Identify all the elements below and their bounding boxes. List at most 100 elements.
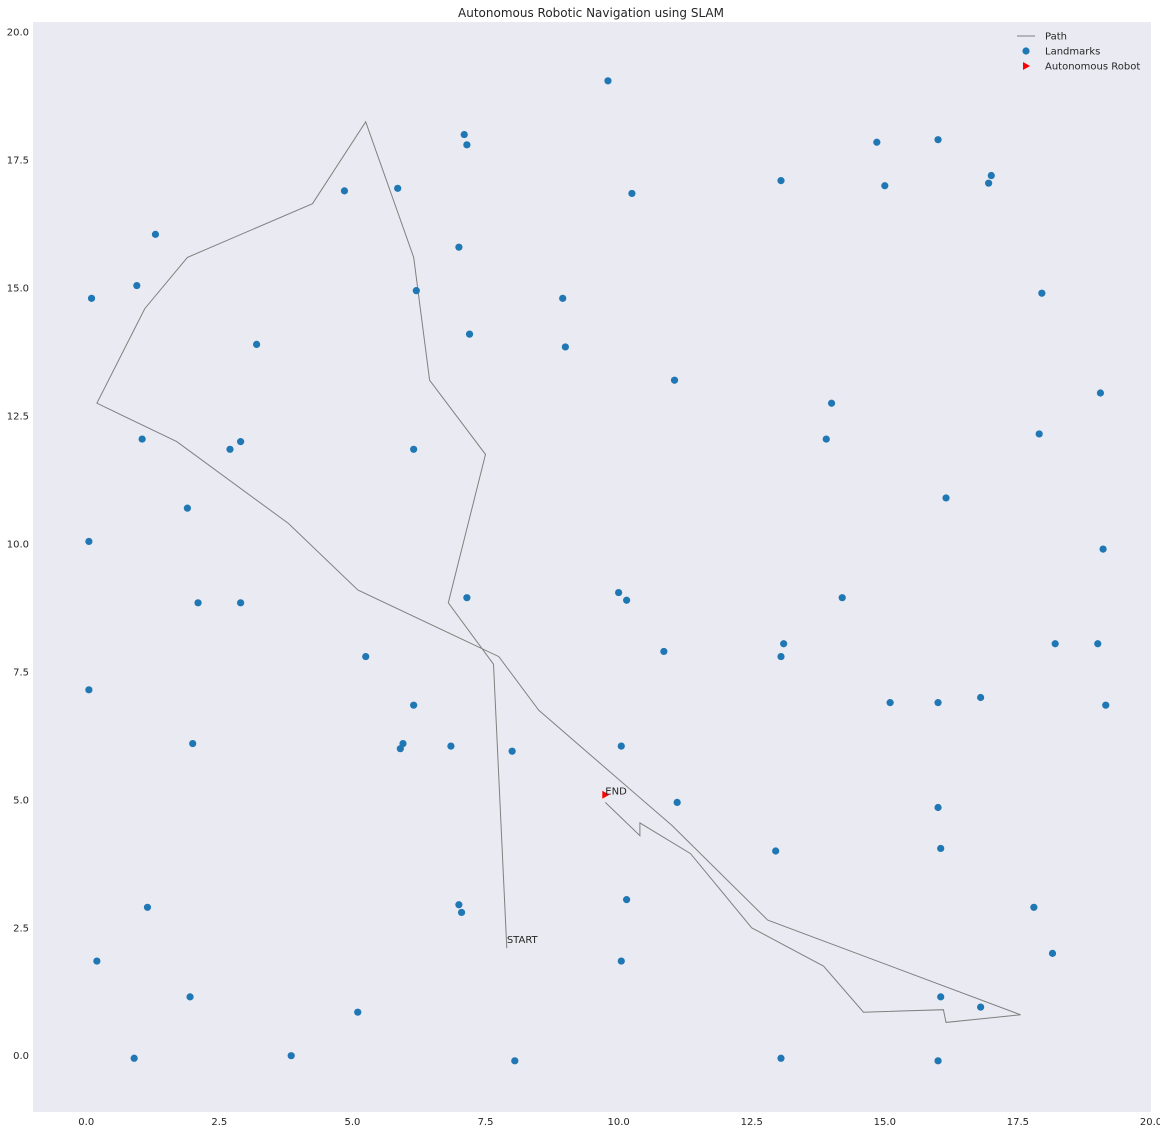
- landmark-point: [183, 504, 191, 512]
- y-tick-label: 12.5: [7, 412, 29, 423]
- landmark-point: [85, 686, 93, 694]
- y-tick-label: 2.5: [13, 923, 29, 934]
- landmark-point: [1038, 289, 1046, 297]
- x-tick-label: 7.5: [478, 1117, 494, 1128]
- landmark-point: [138, 435, 146, 443]
- landmark-point: [1096, 389, 1105, 397]
- landmark-point: [934, 1057, 942, 1065]
- landmark-point: [237, 438, 245, 446]
- landmark-point: [186, 993, 194, 1001]
- path-line: [96, 120, 1021, 1023]
- landmark-point: [226, 445, 234, 453]
- landmark-point: [559, 294, 567, 302]
- annotation-end: END: [605, 787, 627, 798]
- landmark-point: [130, 1054, 138, 1062]
- landmark-point: [628, 189, 636, 198]
- landmark-point: [340, 187, 349, 195]
- landmark-point: [937, 844, 945, 853]
- landmark-point: [447, 742, 455, 750]
- landmark-point: [394, 184, 402, 192]
- landmark-point: [189, 739, 197, 748]
- landmark-point: [455, 243, 463, 251]
- landmark-point: [93, 957, 101, 965]
- landmark-point: [934, 699, 942, 707]
- legend-label: Path: [1045, 32, 1067, 43]
- landmark-point: [615, 588, 623, 597]
- landmark-point: [85, 537, 93, 546]
- annotations: START END: [507, 787, 627, 946]
- landmark-point: [937, 993, 945, 1001]
- landmark-point: [873, 138, 881, 146]
- legend-swatch-robot: [1023, 62, 1030, 70]
- landmark-point: [1048, 949, 1057, 957]
- x-tick-label: 20.0: [1140, 1117, 1160, 1128]
- landmark-point: [412, 287, 420, 295]
- x-tick-label: 2.5: [211, 1117, 227, 1128]
- landmark-point: [508, 747, 516, 755]
- landmark-point: [463, 141, 471, 149]
- landmark-point: [457, 908, 466, 917]
- landmark-point: [934, 136, 942, 144]
- robot-marker: [602, 790, 610, 799]
- landmark-point: [673, 798, 681, 806]
- landmark-point: [934, 803, 942, 812]
- chart-title: Autonomous Robotic Navigation using SLAM: [458, 6, 724, 20]
- landmark-point: [617, 742, 625, 750]
- landmark-point: [410, 445, 418, 453]
- landmark-point: [1094, 640, 1102, 648]
- landmark-point: [362, 652, 370, 661]
- x-tick-label: 0.0: [78, 1117, 94, 1128]
- landmark-point: [354, 1008, 362, 1016]
- x-tick-label: 10.0: [607, 1117, 629, 1128]
- y-tick-label: 20.0: [7, 28, 29, 39]
- landmark-point: [465, 330, 474, 338]
- landmark-point: [1030, 903, 1038, 911]
- landmark-point: [455, 901, 463, 909]
- y-tick-label: 15.0: [7, 284, 29, 295]
- landmark-point: [561, 343, 569, 351]
- landmark-point: [194, 599, 202, 607]
- landmark-point: [151, 230, 160, 238]
- landmark-point: [777, 1054, 785, 1062]
- landmark-point: [623, 596, 631, 604]
- landmark-point: [604, 77, 612, 85]
- landmark-point: [623, 896, 631, 904]
- legend-swatch-landmarks: [1022, 47, 1030, 55]
- landmark-point: [87, 294, 96, 302]
- landmark-point: [460, 130, 468, 139]
- landmark-point: [660, 647, 668, 656]
- path-series: [96, 120, 1021, 1023]
- landmark-point: [772, 847, 780, 855]
- landmark-point: [463, 594, 471, 602]
- x-tick-label: 17.5: [1007, 1117, 1029, 1128]
- landmark-point: [253, 340, 261, 348]
- landmark-point: [1099, 545, 1107, 553]
- y-tick-label: 7.5: [13, 667, 29, 678]
- x-tick-label: 15.0: [874, 1117, 896, 1128]
- y-axis: 0.0 2.5 5.0 7.5 10.0 12.5 15.0 17.5 20.0: [7, 28, 29, 1062]
- landmark-point: [410, 701, 418, 709]
- landmark-point: [396, 745, 404, 753]
- landmark-point: [1035, 430, 1043, 438]
- landmark-point: [827, 399, 836, 407]
- y-tick-label: 0.0: [13, 1051, 29, 1062]
- landmark-point: [780, 640, 788, 648]
- y-tick-label: 17.5: [7, 156, 29, 167]
- landmark-point: [133, 281, 141, 290]
- landmark-point: [777, 652, 785, 661]
- landmarks-series: [85, 77, 1110, 1065]
- landmark-point: [886, 699, 894, 707]
- x-axis: 0.0 2.5 5.0 7.5 10.0 12.5 15.0 17.5 20.0: [78, 1117, 1160, 1128]
- landmark-point: [617, 957, 625, 965]
- x-tick-label: 12.5: [741, 1117, 763, 1128]
- landmark-point: [985, 179, 993, 187]
- landmark-point: [987, 171, 995, 180]
- legend-label: Landmarks: [1045, 47, 1100, 58]
- landmark-point: [977, 693, 985, 702]
- landmark-point: [143, 903, 152, 911]
- landmark-point: [881, 182, 889, 190]
- landmark-point: [237, 599, 245, 607]
- landmark-point: [977, 1003, 985, 1011]
- landmark-point: [822, 435, 830, 443]
